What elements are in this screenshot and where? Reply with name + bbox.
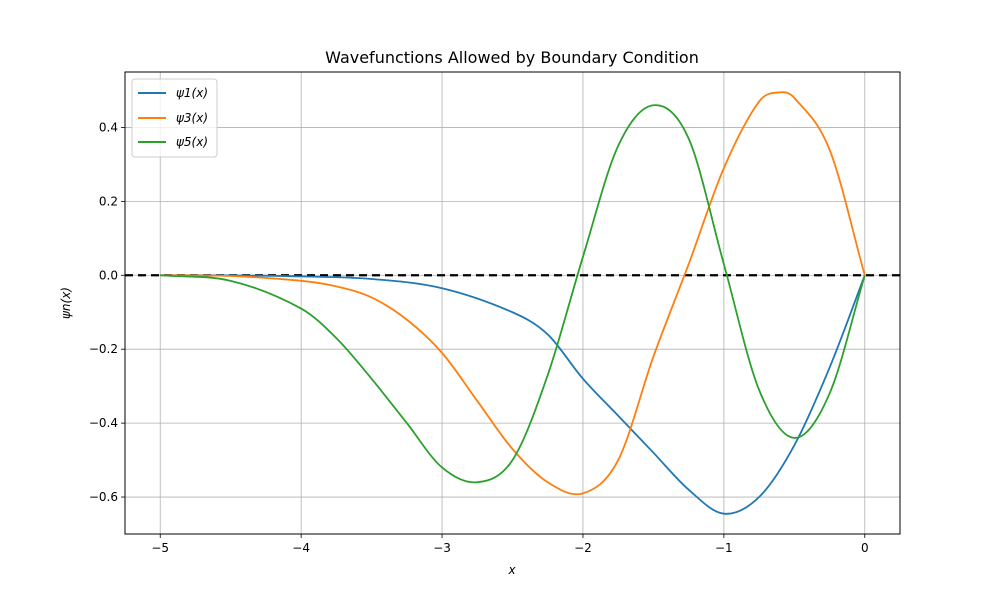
ticks: −5 −4 −3 −2 −1 0 −0.6 −0.4 −0.2 0.0 0.2 0.4 xyxy=(89,120,869,555)
x-tick-label: −1 xyxy=(715,541,733,555)
x-tick-label: −2 xyxy=(574,541,592,555)
x-axis-label: x xyxy=(507,563,516,577)
x-tick-label: −5 xyxy=(151,541,169,555)
y-axis-label: ψn(x) xyxy=(59,287,73,319)
y-tick-label: −0.4 xyxy=(89,416,118,430)
legend: ψ1(x) ψ3(x) ψ5(x) xyxy=(131,78,218,158)
legend-label-psi5: ψ5(x) xyxy=(176,135,208,149)
legend-label-psi1: ψ1(x) xyxy=(176,86,208,100)
y-tick-label: 0.0 xyxy=(99,268,118,282)
grid xyxy=(125,72,900,534)
series-group xyxy=(160,91,866,515)
y-tick-label: −0.6 xyxy=(89,490,118,504)
y-tick-label: 0.2 xyxy=(99,194,118,208)
series-line-psi1 xyxy=(160,274,866,515)
x-tick-label: −3 xyxy=(433,541,451,555)
x-tick-label: 0 xyxy=(861,541,869,555)
legend-box xyxy=(131,78,218,158)
legend-label-psi3: ψ3(x) xyxy=(176,111,208,125)
series-line-psi5 xyxy=(160,104,866,484)
x-tick-label: −4 xyxy=(292,541,310,555)
y-tick-label: 0.4 xyxy=(99,120,118,134)
series-line-psi3 xyxy=(160,91,866,496)
plot-frame xyxy=(124,71,901,535)
chart-title: Wavefunctions Allowed by Boundary Condit… xyxy=(325,48,699,67)
y-tick-label: −0.2 xyxy=(89,342,118,356)
